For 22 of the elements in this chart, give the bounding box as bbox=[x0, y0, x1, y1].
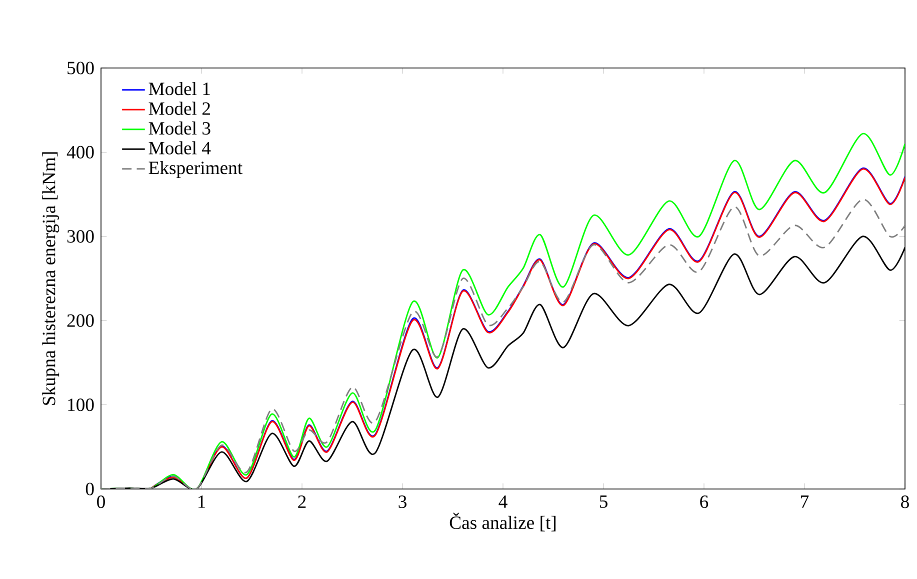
y-axis-title: Skupna histerezna energija [kNm] bbox=[42, 152, 60, 405]
x-axis-title: Čas analize [t] bbox=[450, 512, 556, 532]
x-tick-label: 4 bbox=[498, 495, 508, 508]
y-tick-label: 100 bbox=[68, 398, 94, 412]
x-tick-label: 2 bbox=[298, 495, 306, 508]
legend-label: Model 2 bbox=[148, 102, 210, 115]
x-tick-label: 5 bbox=[600, 495, 608, 508]
legend-label: Model 3 bbox=[148, 122, 210, 135]
x-tick-label: 8 bbox=[901, 495, 909, 508]
y-tick-label: 300 bbox=[67, 230, 94, 243]
y-tick-label: 0 bbox=[86, 482, 94, 496]
legend-label: Model 1 bbox=[148, 82, 210, 96]
legend-label: Eksperiment bbox=[148, 161, 242, 178]
x-tick-label: 1 bbox=[198, 495, 206, 508]
y-tick-label: 200 bbox=[67, 314, 94, 327]
y-tick-label: 400 bbox=[66, 146, 94, 159]
legend-label: Model 4 bbox=[148, 141, 211, 154]
x-tick-label: 0 bbox=[97, 495, 105, 508]
y-tick-label: 500 bbox=[68, 62, 94, 74]
x-tick-label: 3 bbox=[398, 495, 406, 508]
x-tick-label: 6 bbox=[700, 495, 708, 508]
x-tick-label: 7 bbox=[801, 495, 809, 508]
